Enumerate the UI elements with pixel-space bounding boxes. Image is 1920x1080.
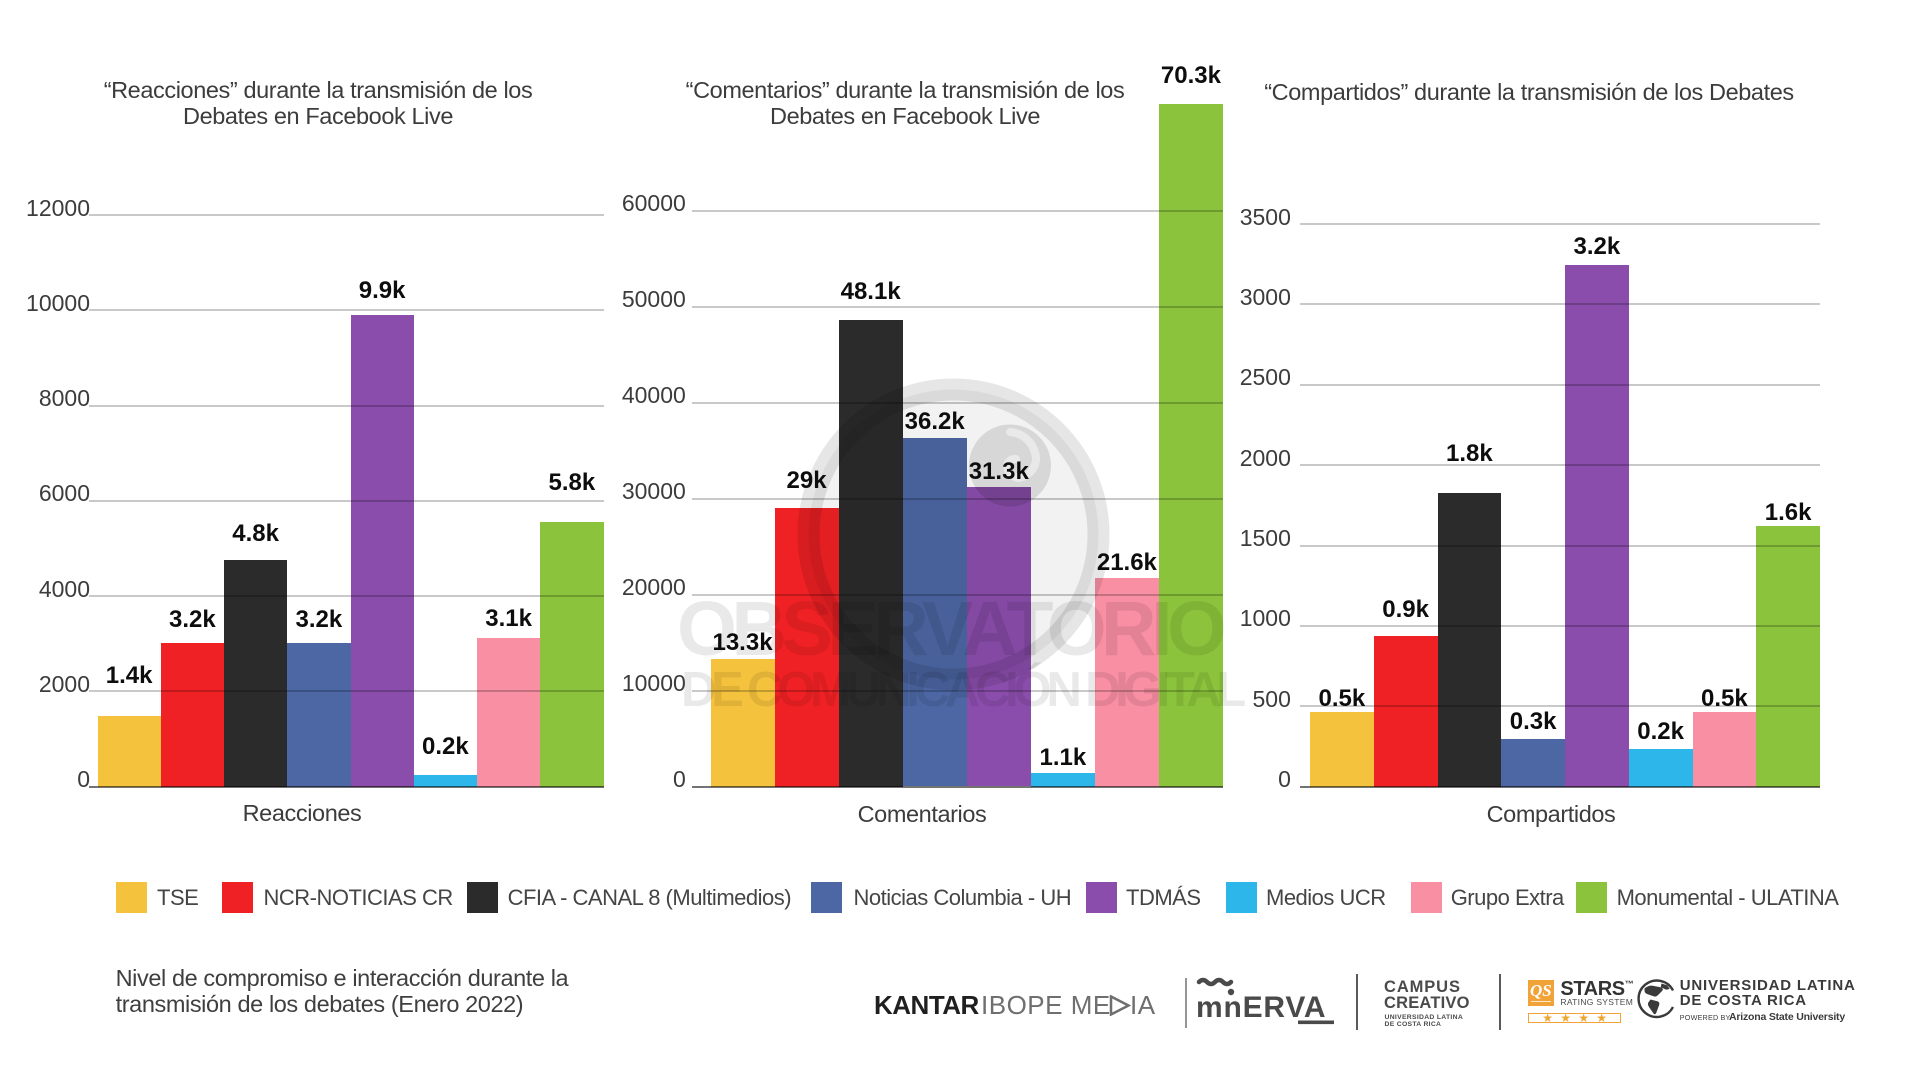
svg-text:mnERVA: mnERVA <box>1196 991 1326 1024</box>
